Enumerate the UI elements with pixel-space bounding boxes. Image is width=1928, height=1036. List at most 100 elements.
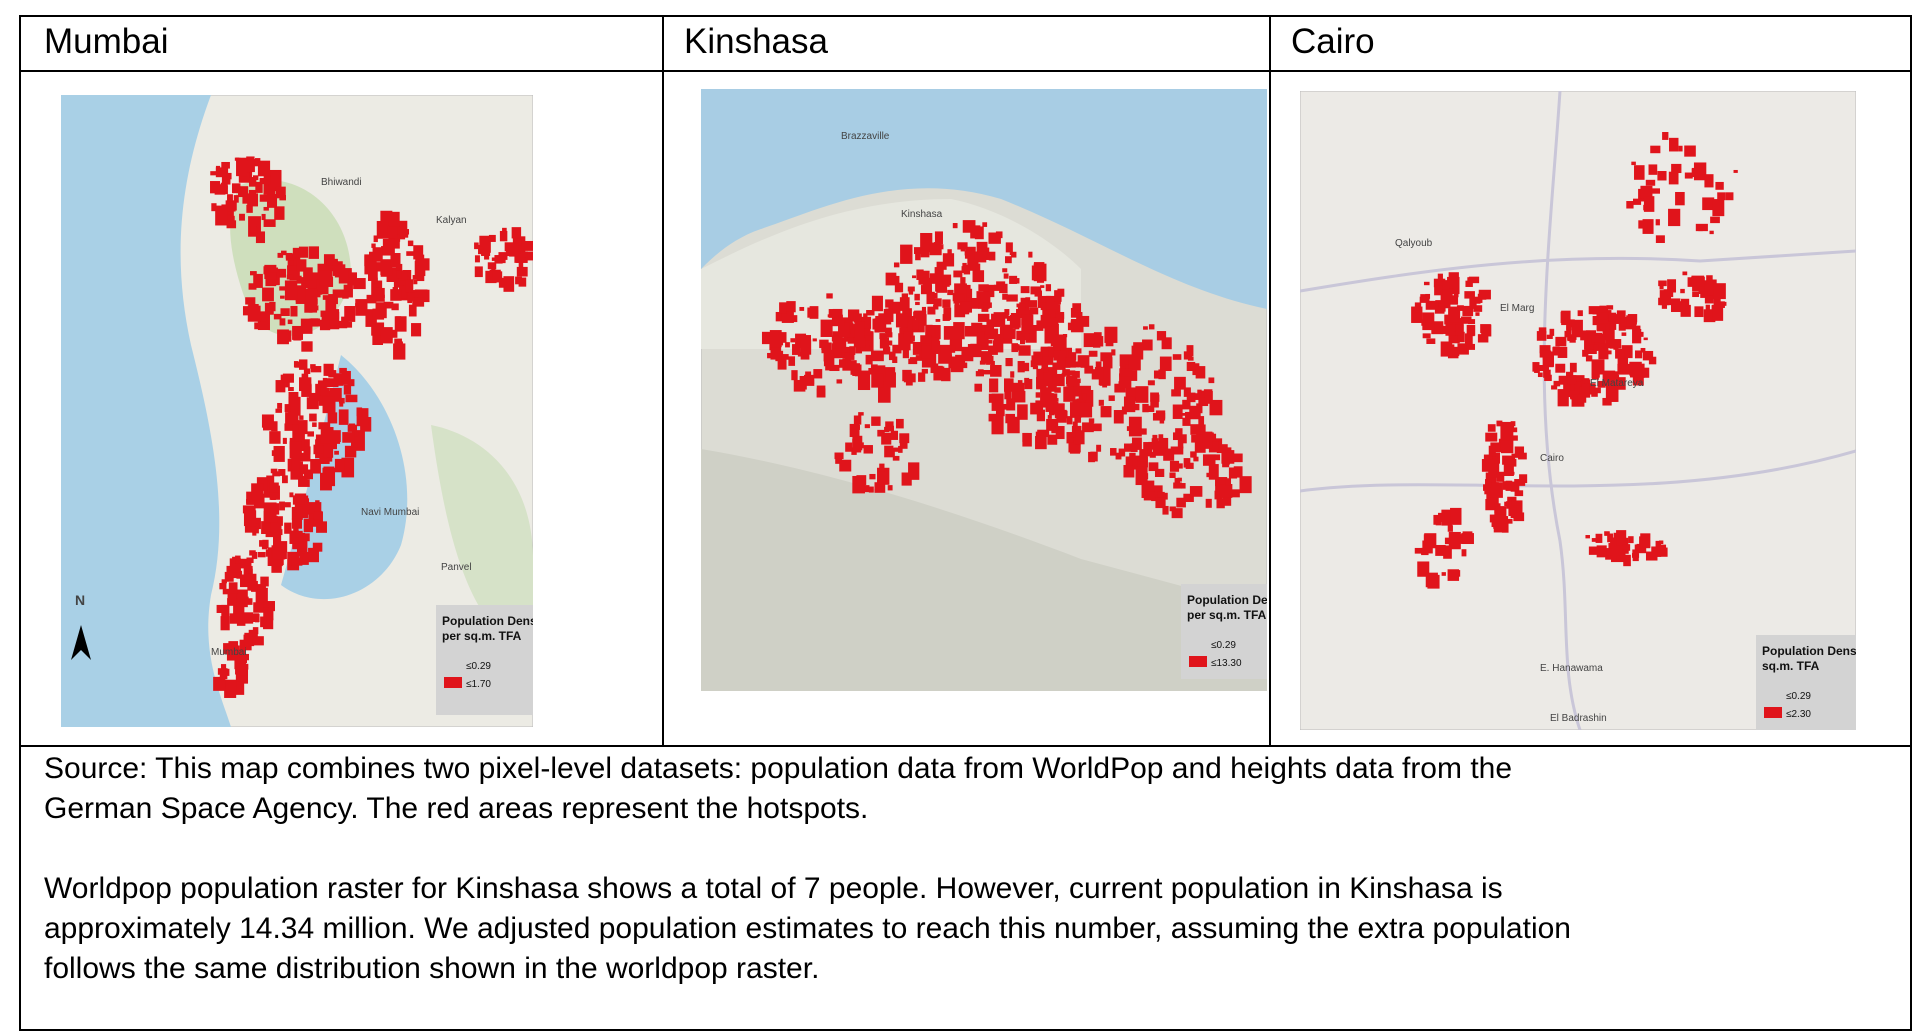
- hotspot: [1542, 351, 1554, 367]
- hotspot: [1161, 337, 1172, 350]
- hotspot: [1645, 551, 1658, 561]
- hotspot: [372, 308, 385, 320]
- hotspot: [1177, 440, 1184, 449]
- hotspot: [270, 518, 282, 533]
- hotspot: [799, 306, 805, 311]
- hotspot: [1042, 350, 1049, 359]
- hotspot: [225, 200, 236, 212]
- hotspot: [917, 271, 924, 276]
- hotspot: [1208, 377, 1215, 384]
- hotspot: [1428, 573, 1437, 581]
- hotspot: [288, 396, 301, 416]
- hotspot: [222, 588, 230, 595]
- hotspot: [356, 411, 362, 417]
- hotspot: [498, 252, 508, 260]
- hotspot: [884, 327, 892, 333]
- hotspot: [235, 555, 241, 564]
- hotspot: [1544, 374, 1552, 382]
- hotspot: [979, 327, 986, 332]
- hotspot: [323, 466, 335, 478]
- hotspot: [770, 346, 782, 360]
- hotspot: [1126, 426, 1131, 431]
- hotspot: [872, 318, 881, 330]
- legend-label: ≤0.29: [1786, 691, 1811, 702]
- hotspot: [1657, 171, 1667, 181]
- hotspot: [1553, 380, 1561, 387]
- hotspot: [1222, 496, 1232, 506]
- hotspot: [1014, 391, 1026, 403]
- hotspot: [390, 329, 398, 338]
- hotspot: [1539, 350, 1552, 358]
- hotspot: [295, 542, 304, 549]
- hotspot: [511, 227, 522, 239]
- hotspot: [291, 557, 303, 566]
- hotspot: [1214, 454, 1221, 461]
- hotspot: [474, 255, 480, 263]
- hotspot: [371, 243, 376, 248]
- hotspot: [221, 604, 230, 618]
- hotspot: [417, 289, 430, 303]
- hotspot: [841, 347, 848, 353]
- hotspot: [1054, 387, 1061, 393]
- hotspot: [1104, 326, 1118, 343]
- hotspot: [308, 304, 318, 313]
- hotspot: [1607, 381, 1615, 388]
- hotspot: [1655, 219, 1660, 226]
- hotspot: [251, 483, 264, 501]
- hotspot: [799, 375, 808, 384]
- hotspot: [1588, 546, 1598, 555]
- hotspot: [1111, 349, 1116, 356]
- hotspot: [262, 601, 275, 612]
- hotspot: [390, 289, 402, 301]
- hotspot: [879, 333, 888, 340]
- hotspot: [246, 499, 253, 504]
- hotspot: [935, 319, 941, 322]
- hotspot: [228, 592, 237, 606]
- hotspot: [390, 253, 401, 268]
- hotspot: [1626, 201, 1634, 209]
- legend-swatch: [444, 677, 462, 688]
- hotspot: [1733, 169, 1738, 173]
- hotspot: [838, 359, 846, 368]
- hotspot: [852, 364, 862, 376]
- hotspot: [1004, 309, 1010, 315]
- hotspot: [257, 589, 265, 599]
- hotspot: [967, 255, 978, 271]
- table-border: [1910, 15, 1912, 1031]
- hotspot: [1040, 314, 1051, 329]
- hotspot: [1643, 337, 1648, 341]
- hotspot: [1061, 372, 1066, 377]
- hotspot: [1426, 338, 1436, 344]
- hotspot: [257, 551, 266, 558]
- hotspot: [992, 340, 1004, 353]
- hotspot: [854, 321, 865, 338]
- hotspot: [1148, 324, 1155, 330]
- hotspot: [1496, 471, 1505, 482]
- hotspot: [389, 211, 400, 227]
- hotspot: [915, 355, 924, 361]
- hotspot: [1093, 336, 1104, 347]
- hotspot: [253, 493, 265, 509]
- hotspot: [320, 472, 332, 491]
- hotspot: [1599, 305, 1607, 313]
- hotspot: [1002, 268, 1008, 273]
- hotspot: [505, 243, 519, 257]
- hotspot: [227, 194, 233, 202]
- hotspot: [1239, 476, 1252, 494]
- hotspot: [326, 378, 339, 388]
- hotspot: [912, 341, 925, 355]
- hotspot: [1670, 298, 1681, 313]
- hotspot: [1571, 319, 1583, 338]
- hotspot: [1634, 165, 1645, 180]
- hotspot: [1219, 484, 1233, 498]
- hotspot: [1616, 555, 1624, 562]
- hotspot: [229, 613, 243, 624]
- hotspot: [1668, 208, 1681, 227]
- hotspot: [277, 529, 283, 536]
- hotspot: [918, 270, 930, 285]
- hotspot: [915, 252, 921, 261]
- hotspot: [418, 258, 430, 271]
- hotspot: [282, 475, 288, 484]
- hotspot: [961, 266, 969, 273]
- hotspot: [995, 405, 1005, 417]
